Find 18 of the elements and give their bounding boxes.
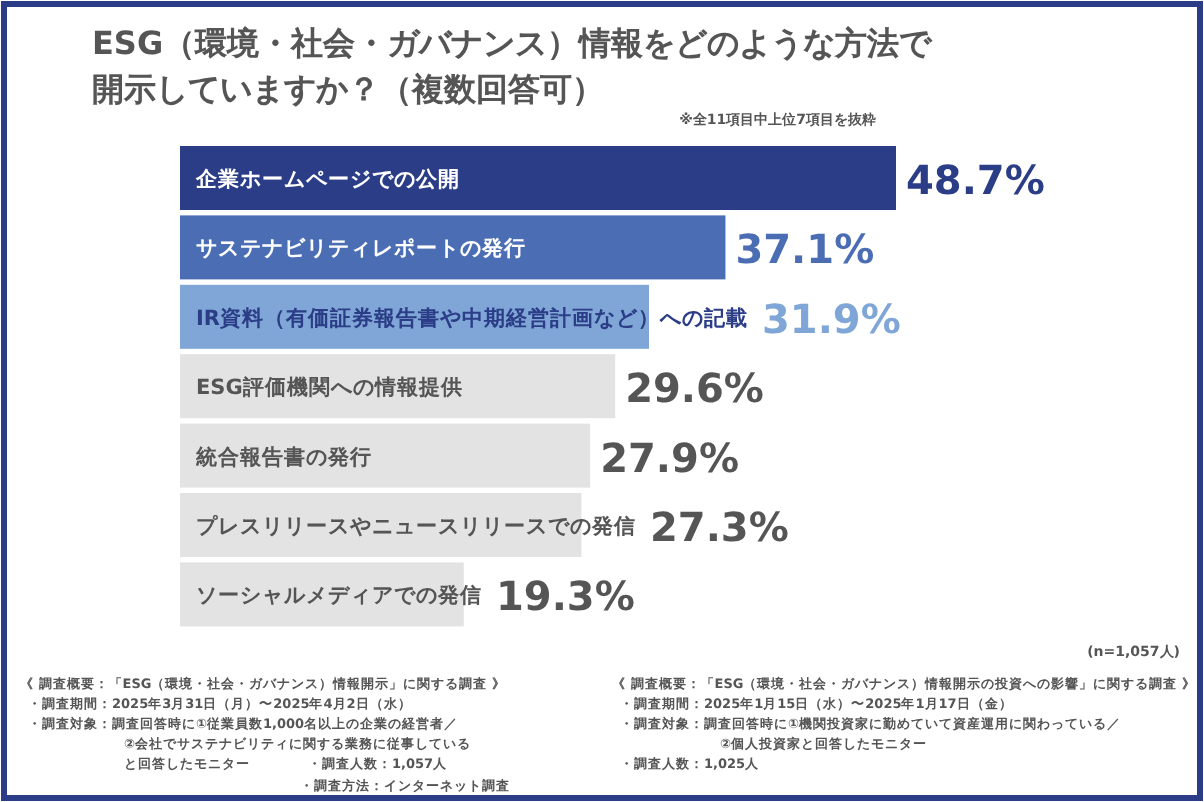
data-label: 29.6%: [625, 364, 764, 413]
data-label: 19.3%: [496, 572, 635, 621]
data-label: 31.9%: [762, 294, 901, 343]
bar: [180, 215, 726, 280]
y-tick-label: プレスリリースやニュースリリースでの発信: [196, 513, 636, 539]
bar: [180, 146, 896, 210]
y-tick-label: IR資料（有価証券報告書や中期経営計画など）への記載: [196, 304, 748, 331]
chart-title: ESG（環境・社会・ガバナンス）情報をどのような方法で開示していますか？（複数回答可）: [92, 24, 934, 108]
y-tick-label: 企業ホームページでの公開: [194, 166, 460, 192]
y-tick-label: ソーシャルメディアでの発信: [196, 582, 482, 609]
data-label: 37.1%: [735, 225, 875, 274]
y-tick-label: ESG評価機関への情報提供: [196, 374, 463, 401]
data-label: 27.9%: [600, 433, 739, 482]
y-tick-label: サステナビリティレポートの発行: [196, 235, 526, 262]
y-tick-label: 統合報告書の発行: [194, 443, 372, 470]
data-label: 27.3%: [650, 503, 789, 551]
bar: [180, 423, 591, 488]
data-label: 48.7%: [906, 156, 1045, 204]
